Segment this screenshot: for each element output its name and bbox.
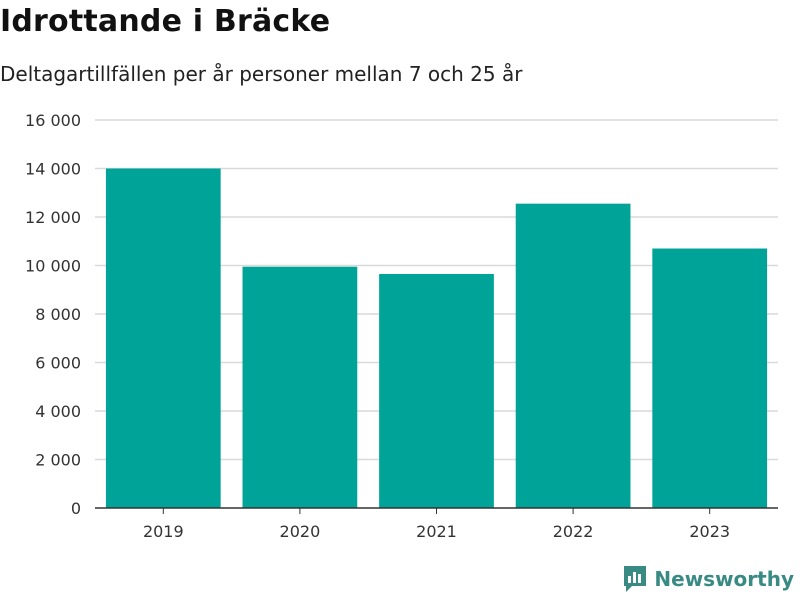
y-tick-label: 14 000 — [25, 160, 81, 179]
y-tick-label: 10 000 — [25, 257, 81, 276]
bar-2019 — [105, 168, 221, 508]
y-tick-label: 2 000 — [35, 451, 81, 470]
bar-2021 — [379, 273, 494, 508]
x-tick-label: 2022 — [553, 522, 594, 541]
newsworthy-logo-text: Newsworthy — [654, 567, 794, 591]
y-tick-label: 8 000 — [35, 305, 81, 324]
y-tick-label: 4 000 — [35, 402, 81, 421]
newsworthy-logo-icon — [624, 566, 647, 592]
bar-2020 — [242, 266, 358, 508]
x-tick-label: 2019 — [143, 522, 184, 541]
y-tick-label: 16 000 — [25, 111, 81, 130]
y-tick-label: 0 — [71, 499, 81, 518]
x-tick-label: 2023 — [689, 522, 730, 541]
chart-title: Idrottande i Bräcke — [0, 4, 331, 39]
x-tick-label: 2021 — [416, 522, 457, 541]
bar-2023 — [652, 248, 768, 508]
y-tick-label: 6 000 — [35, 354, 81, 373]
newsworthy-logo: Newsworthy — [622, 564, 794, 594]
y-tick-label: 12 000 — [25, 208, 81, 227]
bar-2022 — [515, 203, 631, 508]
x-tick-label: 2020 — [280, 522, 321, 541]
chart-subtitle: Deltagartillfällen per år personer mella… — [0, 62, 523, 86]
